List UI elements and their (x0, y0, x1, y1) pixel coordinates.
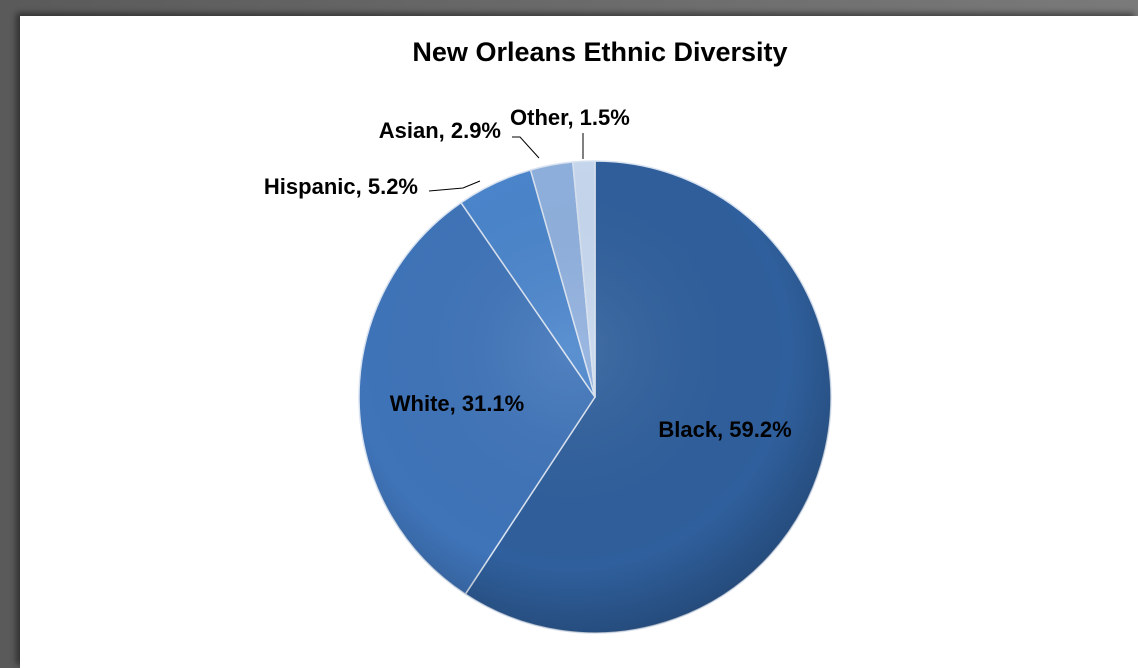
data-label-hispanic: Hispanic, 5.2% (264, 174, 418, 199)
pie-chart: Black, 59.2% White, 31.1% Hispanic, 5.2% As… (264, 105, 832, 634)
leader-line-asian (512, 136, 540, 159)
data-label-white: White, 31.1% (390, 391, 524, 416)
data-label-black: Black, 59.2% (658, 417, 791, 442)
chart-title: New Orleans Ethnic Diversity (412, 37, 788, 67)
leader-lines (428, 133, 584, 192)
data-label-asian: Asian, 2.9% (379, 118, 501, 143)
data-labels: Black, 59.2% White, 31.1% Hispanic, 5.2% As… (264, 105, 792, 442)
data-label-other: Other, 1.5% (510, 105, 630, 130)
leader-line-hispanic (428, 180, 481, 192)
chart-area: New Orleans Ethnic Diversity Black, 59.2… (20, 16, 1138, 668)
